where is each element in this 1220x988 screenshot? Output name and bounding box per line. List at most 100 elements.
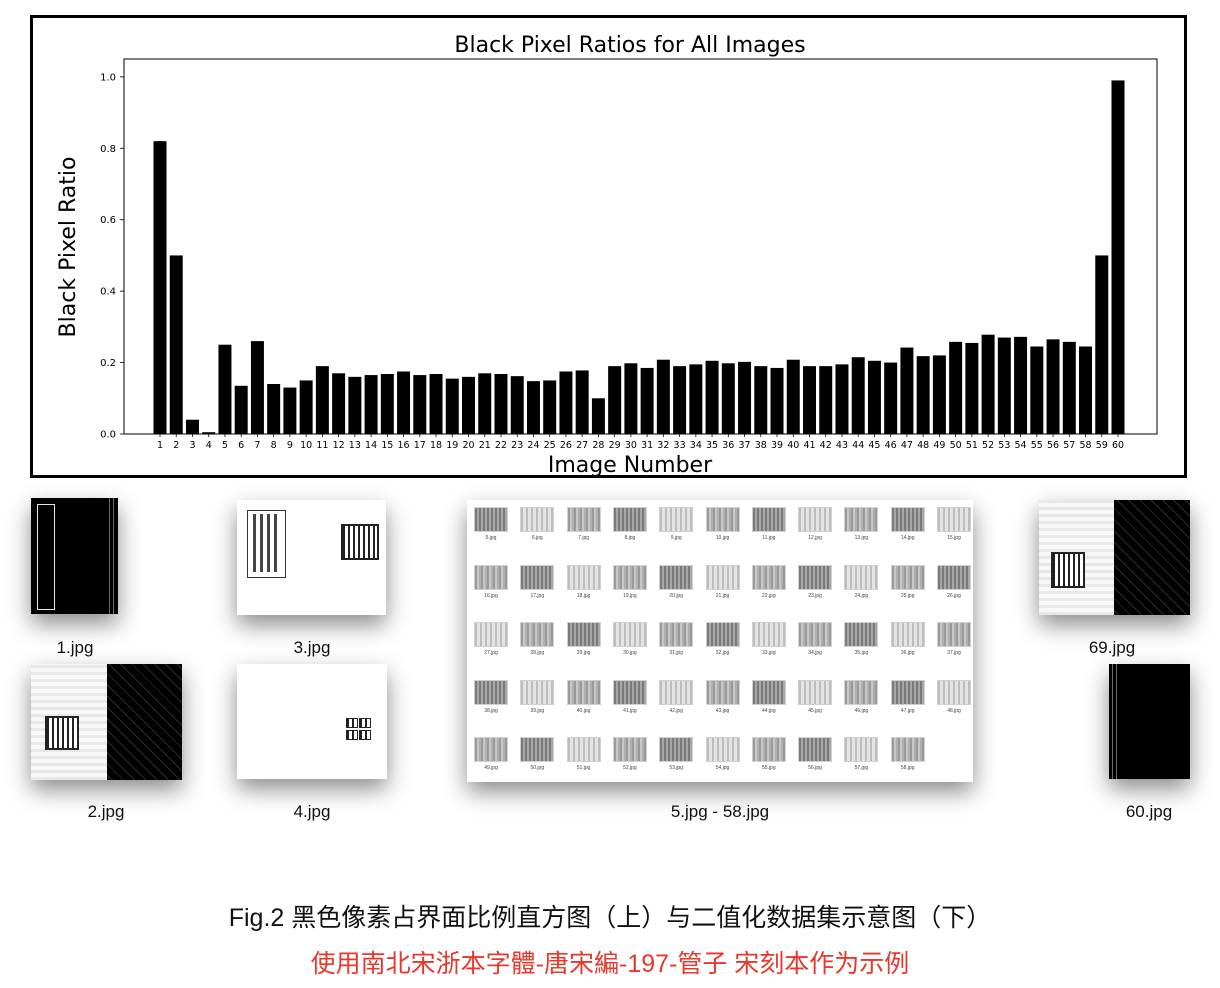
gallery-item-image bbox=[612, 507, 647, 532]
bar-46 bbox=[884, 362, 898, 434]
x-tick-label: 11 bbox=[316, 440, 328, 451]
x-tick-label: 17 bbox=[414, 440, 426, 451]
bar-3 bbox=[185, 419, 199, 434]
gallery-item-image bbox=[751, 507, 786, 532]
text-column bbox=[267, 514, 270, 572]
gallery-item-image bbox=[566, 737, 601, 762]
x-ticks-group: 1 2 3 4 5 6 7 8 9 10 11 12 13 14 15 16 17 18 19 20 21 22 23 24 2… bbox=[157, 434, 1124, 451]
seal-stamp bbox=[346, 718, 358, 728]
chart-title: Black Pixel Ratios for All Images bbox=[454, 33, 805, 58]
gallery-item-image bbox=[751, 737, 786, 762]
text-column bbox=[253, 514, 256, 572]
y-tick-label: 0.2 bbox=[100, 358, 116, 369]
caption-gallery: 5.jpg - 58.jpg bbox=[670, 802, 770, 821]
gallery-item-image bbox=[474, 564, 508, 590]
gallery-item-label: 30.jpg bbox=[623, 650, 637, 656]
bar-7 bbox=[250, 341, 264, 434]
gallery-item-image bbox=[566, 622, 601, 647]
gallery-item-label: 27.jpg bbox=[484, 650, 498, 656]
gallery-item: 25.jpg bbox=[890, 564, 925, 601]
gallery-item: 30.jpg bbox=[612, 622, 647, 658]
x-tick-label: 24 bbox=[527, 440, 539, 451]
caption-69: 69.jpg bbox=[1088, 638, 1136, 657]
bar-57 bbox=[1062, 341, 1076, 434]
x-tick-label: 39 bbox=[771, 440, 783, 451]
x-tick-label: 13 bbox=[349, 440, 361, 451]
gallery-item-image bbox=[890, 622, 925, 647]
x-tick-label: 44 bbox=[852, 440, 864, 451]
gallery-item: 58.jpg bbox=[890, 737, 925, 773]
gallery-item-image bbox=[798, 507, 833, 532]
gallery-item-image bbox=[659, 507, 694, 532]
figure-caption: Fig.2 黑色像素占界面比例直方图（上）与二值化数据集示意图（下） bbox=[228, 904, 992, 932]
gallery-item-image bbox=[937, 679, 971, 705]
x-tick-label: 49 bbox=[933, 440, 945, 451]
x-tick-label: 54 bbox=[1015, 440, 1027, 451]
x-tick-label: 29 bbox=[609, 440, 621, 451]
gallery-item-label: 47.jpg bbox=[900, 707, 915, 714]
x-tick-label: 34 bbox=[690, 440, 702, 451]
gallery-item: 39.jpg bbox=[520, 679, 555, 716]
bar-23 bbox=[510, 376, 524, 434]
gallery-item-label: 43.jpg bbox=[715, 707, 730, 714]
gallery-item-image bbox=[751, 564, 786, 590]
bar-10 bbox=[299, 380, 313, 434]
gallery-item: 42.jpg bbox=[659, 679, 694, 716]
gallery-item: 23.jpg bbox=[798, 564, 833, 601]
gallery-item: 12.jpg bbox=[798, 507, 833, 543]
gallery-item-label: 7.jpg bbox=[578, 535, 590, 541]
bar-9 bbox=[283, 387, 297, 434]
x-tick-label: 51 bbox=[966, 440, 978, 451]
y-tick-label: 0.4 bbox=[100, 287, 116, 298]
x-tick-label: 47 bbox=[901, 440, 913, 451]
gallery-item-image bbox=[612, 737, 647, 762]
caption-2: 2.jpg bbox=[87, 802, 125, 821]
gallery-item: 35.jpg bbox=[844, 622, 879, 658]
gallery-item-image bbox=[474, 507, 508, 532]
caption-4: 4.jpg bbox=[293, 802, 331, 821]
gallery-item-label: 54.jpg bbox=[715, 765, 730, 771]
gallery-item-label: 5.jpg bbox=[485, 535, 497, 541]
bar-42 bbox=[819, 366, 833, 434]
bar-17 bbox=[413, 375, 427, 434]
gallery-item-image bbox=[890, 507, 925, 532]
x-tick-label: 37 bbox=[738, 440, 750, 451]
y-tick-label: 1.0 bbox=[100, 72, 116, 83]
gallery-item: 46.jpg bbox=[844, 679, 879, 716]
x-tick-label: 3 bbox=[189, 440, 195, 451]
bar-37 bbox=[738, 361, 752, 434]
gallery-item: 29.jpg bbox=[566, 622, 601, 658]
x-tick-label: 43 bbox=[836, 440, 848, 451]
x-tick-label: 58 bbox=[1079, 440, 1091, 451]
gallery-item: 17.jpg bbox=[520, 564, 555, 601]
x-tick-label: 28 bbox=[592, 440, 604, 451]
gallery-item: 26.jpg bbox=[937, 564, 971, 601]
gallery-item: 34.jpg bbox=[798, 622, 833, 658]
bar-48 bbox=[916, 356, 930, 434]
bar-26 bbox=[559, 371, 573, 434]
bar-51 bbox=[965, 342, 979, 434]
gallery-item-label: 55.jpg bbox=[761, 765, 776, 771]
gallery-item-label: 34.jpg bbox=[808, 650, 822, 656]
gallery-item-image bbox=[474, 679, 508, 705]
gallery-item-image bbox=[520, 622, 555, 647]
gallery-item: 21.jpg bbox=[705, 564, 740, 601]
x-axis-label: Image Number bbox=[548, 453, 713, 475]
gallery-item: 5.jpg bbox=[474, 507, 508, 543]
thumbnail-2 bbox=[31, 664, 182, 780]
x-tick-label: 27 bbox=[576, 440, 588, 451]
x-tick-label: 19 bbox=[446, 440, 458, 451]
gallery-item: 20.jpg bbox=[659, 564, 694, 601]
bar-4 bbox=[202, 432, 216, 434]
x-tick-label: 14 bbox=[365, 440, 377, 451]
bar-12 bbox=[332, 373, 346, 434]
gallery-item-image bbox=[751, 679, 786, 705]
gallery-item: 11.jpg bbox=[751, 507, 786, 543]
gallery-item: 43.jpg bbox=[705, 679, 740, 716]
gallery-item-label: 14.jpg bbox=[900, 535, 915, 541]
y-tick-label: 0.6 bbox=[100, 215, 116, 226]
gallery-item-label: 19.jpg bbox=[623, 592, 637, 599]
gallery-item-image bbox=[751, 622, 786, 647]
x-tick-label: 46 bbox=[885, 440, 897, 451]
gallery-item: 49.jpg bbox=[474, 737, 508, 773]
